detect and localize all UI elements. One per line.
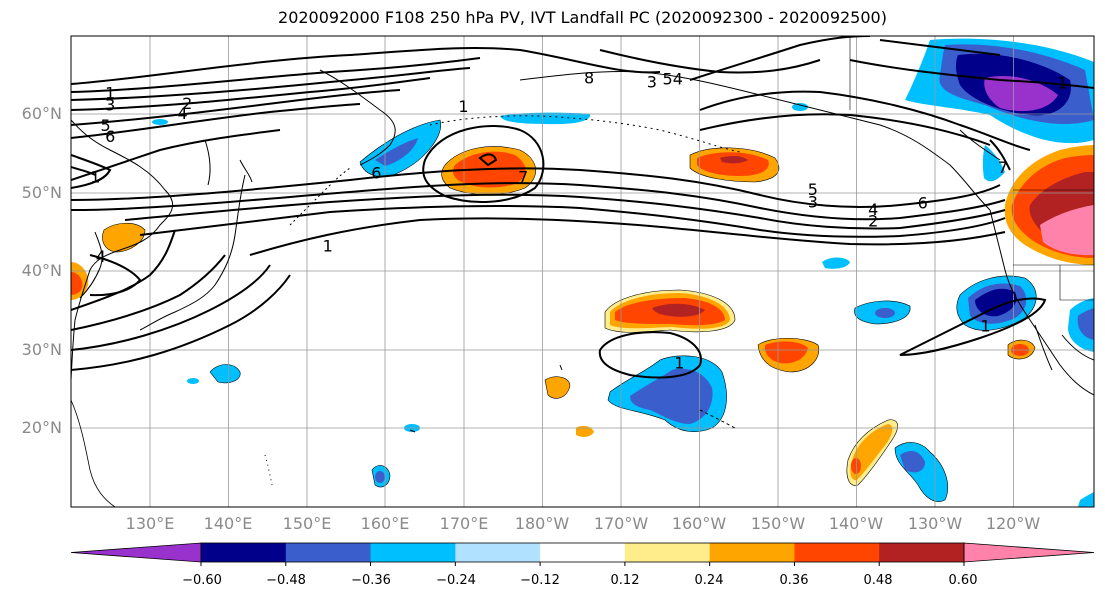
contour-label-5: 6 (105, 127, 115, 146)
alaska-coastline (519, 71, 991, 211)
lat-label-60: 60°N (21, 104, 62, 123)
contour-label-4: 5 (100, 116, 110, 135)
lon-label-150w: 150°W (750, 514, 806, 533)
lon-label-140e: 140°E (203, 514, 253, 533)
lon-label-160e: 160°E (360, 514, 410, 533)
colorbar-segment-2 (285, 543, 372, 562)
colorbar-tick-label: 0.24 (694, 573, 724, 588)
lat-label-30: 30°N (21, 340, 62, 359)
lon-label-140w: 140°W (828, 514, 884, 533)
lon-label-170w: 170°W (593, 514, 649, 533)
contour-label-18: 4 (868, 200, 878, 219)
contour-label-14: 5 (663, 69, 673, 88)
contour-label-7: 4 (96, 247, 106, 266)
pv-contour-closed-low (422, 124, 545, 203)
contour-label-1: 2 (182, 94, 192, 113)
lon-label-150e: 150°E (282, 514, 332, 533)
contour-label-8: 1 (323, 237, 333, 256)
lon-label-180w: 180°W (514, 514, 570, 533)
contour-label-2: 3 (105, 95, 115, 114)
contour-label-20: 6 (918, 193, 928, 212)
lon-label-170e: 170°E (439, 514, 489, 533)
colorbar-tick-label: 0.12 (610, 573, 640, 588)
contour-label-11: 7 (518, 168, 528, 187)
map-title: 2020092000 F108 250 hPa PV, IVT Landfall… (278, 8, 887, 27)
lon-label-120w: 120°W (985, 514, 1041, 533)
pv-contour-1-south (249, 217, 1006, 256)
contour-label-24: 1 (1057, 73, 1067, 92)
contour-label-23: 7 (998, 158, 1008, 177)
contour-label-12: 8 (584, 69, 594, 88)
contour-label-15: 4 (673, 69, 683, 88)
colorbar-tick-label: 0.60 (948, 573, 978, 588)
contour-label-22: 1 (980, 317, 990, 336)
colorbar-tick-label: −0.60 (182, 573, 222, 588)
colorbar-segment-9 (879, 543, 965, 562)
contour-label-3: 4 (177, 104, 187, 123)
colorbar-tick-label: 0.48 (863, 573, 893, 588)
hawaii-islands (699, 409, 736, 429)
aleutian-islands (429, 115, 741, 153)
colorbar-segment-4 (455, 543, 541, 562)
colorbar-segment-7 (709, 543, 795, 562)
japan-coastline (139, 174, 246, 331)
contour-label-0: 1 (105, 84, 115, 103)
colorbar-extend-max (963, 542, 1095, 563)
colorbar-segment-6 (624, 543, 711, 562)
sakhalin-coastline (204, 139, 211, 186)
contour-label-21: 1 (674, 354, 684, 373)
map-frame (70, 35, 1095, 508)
colorbar-tick-label: −0.36 (351, 573, 391, 588)
lon-label-130e: 130°E (125, 514, 175, 533)
kuril-islands (289, 167, 351, 226)
kamchatka-coastline (319, 69, 396, 166)
lon-label-160w: 160°W (671, 514, 727, 533)
lat-label-40: 40°N (21, 261, 62, 280)
colorbar-tick-label: −0.24 (436, 573, 476, 588)
us-state-borders (1013, 189, 1094, 301)
colorbar-segment-8 (794, 543, 880, 562)
lat-label-20: 20°N (21, 418, 62, 437)
lon-label-130w: 130°W (907, 514, 963, 533)
coastlines (71, 36, 1094, 507)
contour-label-16: 5 (808, 180, 818, 199)
pv-contour-1-north (71, 46, 661, 85)
colorbar-segment-1 (201, 543, 287, 562)
contour-label-17: 3 (808, 193, 818, 212)
pv-anomaly-shading (71, 38, 1094, 507)
colorbar-frame (200, 542, 965, 563)
colorbar-segment-3 (370, 543, 456, 562)
north-america-west-coast (989, 209, 1094, 396)
colorbar-tick-label: −0.48 (266, 573, 306, 588)
pv-contour-ca-trough (899, 297, 1047, 356)
pv-contour-subtropical-loop (598, 331, 702, 379)
map-gridlines (71, 36, 1094, 507)
lat-label-50: 50°N (21, 183, 62, 202)
colorbar-segment-5 (540, 543, 626, 562)
colorbar (70, 542, 1095, 566)
contour-label-6: 1 (90, 168, 100, 187)
korea-coastline (79, 231, 103, 299)
colorbar-tick-label: −0.12 (520, 573, 560, 588)
pv-contour-main-jet (71, 167, 1001, 208)
asia-coastline (71, 119, 174, 381)
colorbar-tick-label: 0.36 (779, 573, 809, 588)
colorbar-extend-min (70, 542, 202, 563)
contour-label-19: 2 (868, 212, 878, 231)
contour-label-10: 1 (458, 97, 468, 116)
contour-label-9: 6 (371, 164, 381, 183)
pv-contours (71, 36, 1094, 379)
contour-label-13: 3 (647, 73, 657, 92)
